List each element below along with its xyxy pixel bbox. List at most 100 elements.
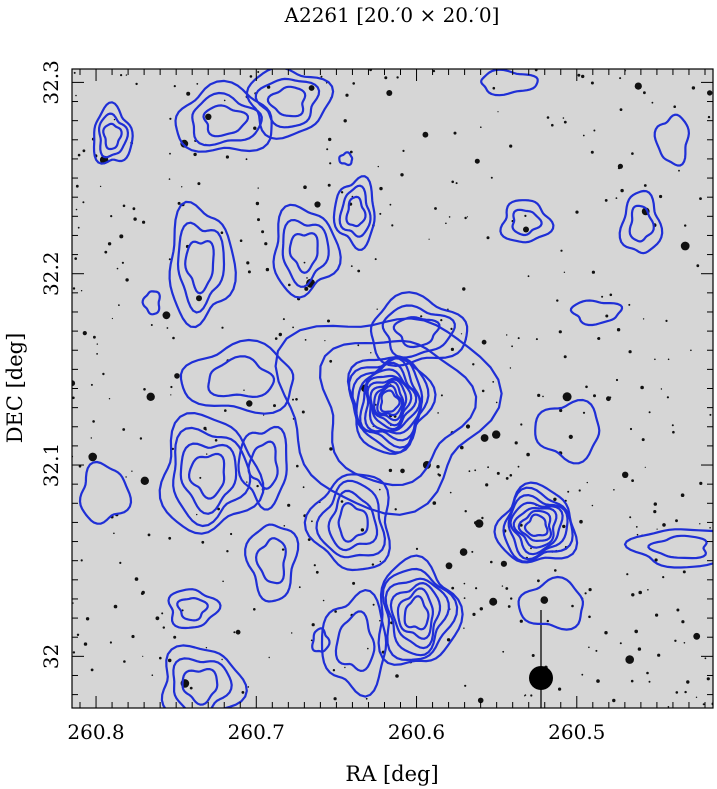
star (445, 562, 453, 570)
star (303, 261, 306, 264)
axis-ticks (72, 69, 713, 708)
star (142, 655, 144, 657)
star (510, 597, 513, 600)
star (671, 424, 674, 427)
star (448, 216, 451, 218)
star (206, 453, 208, 455)
star (642, 318, 645, 320)
star (591, 270, 596, 274)
star (667, 358, 670, 361)
x-tick-label: 260.5 (548, 720, 605, 744)
star (357, 344, 360, 347)
contour-line (181, 668, 219, 706)
star (287, 503, 291, 507)
star (72, 396, 75, 400)
star (225, 155, 229, 159)
star (96, 353, 98, 355)
star (146, 392, 155, 401)
star (479, 607, 483, 611)
contour-line (244, 523, 300, 603)
star (295, 398, 298, 401)
star (496, 471, 500, 475)
contour-line (511, 208, 543, 237)
contour-line (172, 657, 233, 708)
star (257, 187, 259, 189)
star (675, 691, 679, 694)
star (73, 71, 76, 74)
star (634, 629, 638, 634)
star (80, 559, 83, 562)
chart-title: A2261 [20.′0 × 20.′0] (284, 3, 500, 27)
star (707, 90, 713, 96)
star (140, 592, 144, 595)
contour-line (502, 486, 574, 563)
star (593, 394, 596, 398)
star (560, 249, 563, 252)
star (415, 547, 419, 551)
star (604, 631, 608, 635)
star (684, 690, 687, 694)
contour-line (179, 338, 295, 415)
star (110, 215, 113, 218)
star (551, 123, 554, 127)
star (155, 616, 160, 621)
star (673, 105, 676, 108)
star (350, 265, 353, 267)
star (113, 118, 116, 121)
star (77, 226, 80, 229)
star (379, 619, 381, 622)
contour-line (381, 304, 456, 359)
star (563, 120, 567, 124)
star (257, 218, 260, 222)
star (644, 466, 646, 468)
star (578, 489, 581, 492)
star (116, 267, 119, 270)
contour-line (373, 380, 405, 422)
star (329, 447, 333, 451)
star (367, 647, 369, 650)
star (201, 540, 205, 544)
contour-line (337, 502, 369, 543)
star (268, 656, 270, 659)
star (125, 74, 128, 76)
star (562, 117, 565, 119)
contour-line (245, 69, 335, 140)
star (82, 149, 86, 153)
star (386, 90, 393, 96)
star (707, 115, 711, 119)
star (699, 523, 701, 525)
star (434, 207, 437, 210)
star (466, 216, 468, 218)
star (472, 612, 476, 617)
star (612, 698, 616, 703)
star (162, 626, 165, 629)
contour-line (78, 460, 133, 525)
star (643, 184, 647, 187)
contour-line (176, 597, 209, 622)
star (196, 513, 198, 516)
star (634, 82, 642, 90)
contour-line (389, 582, 442, 650)
contour-line (403, 595, 430, 631)
star (189, 686, 193, 690)
star (174, 373, 180, 379)
contour-line (272, 203, 342, 299)
star (462, 287, 466, 291)
star (596, 679, 600, 683)
star (246, 400, 253, 407)
contour-line (247, 440, 279, 490)
star (622, 471, 629, 478)
star (107, 242, 112, 246)
contour-line (499, 199, 555, 244)
contour-line (160, 644, 248, 708)
star (629, 516, 632, 519)
star (568, 434, 573, 439)
star (554, 569, 557, 572)
star (686, 680, 690, 684)
star (168, 536, 172, 540)
star (588, 615, 591, 619)
contour-line (377, 554, 464, 666)
star (643, 91, 646, 95)
star (625, 655, 634, 664)
star (563, 355, 567, 359)
